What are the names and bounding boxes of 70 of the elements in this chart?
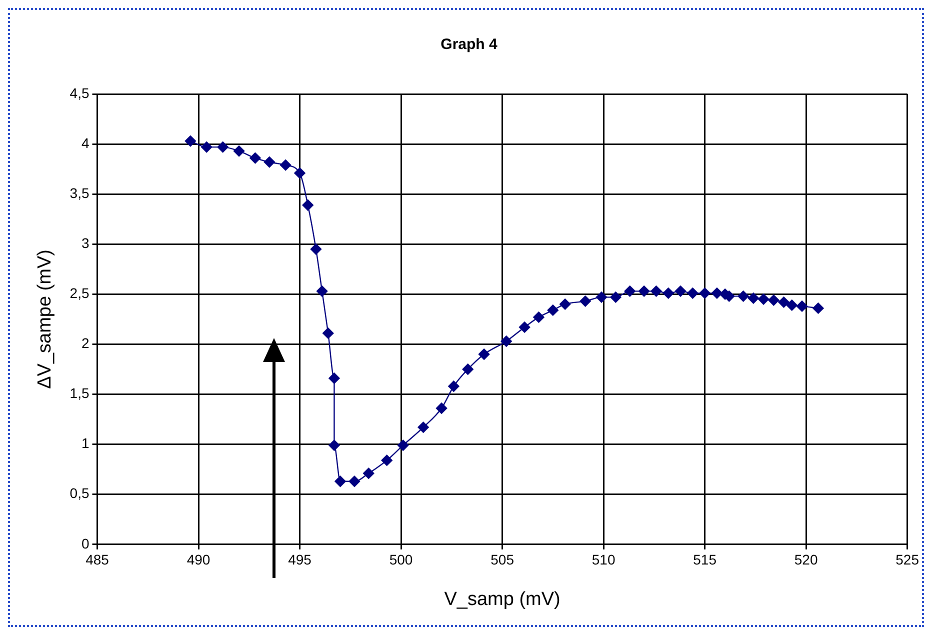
- point: [638, 286, 650, 297]
- x-tick-label: 505: [490, 552, 514, 568]
- x-tick-label: 495: [288, 552, 312, 568]
- point: [559, 298, 571, 310]
- point: [328, 372, 340, 384]
- point: [448, 380, 460, 392]
- point: [624, 286, 636, 297]
- point: [322, 328, 334, 339]
- point: [596, 292, 608, 303]
- point: [547, 304, 559, 316]
- point: [381, 454, 392, 466]
- y-tick-label: 2,5: [70, 285, 90, 302]
- y-tick-label: 0: [81, 535, 90, 552]
- point: [778, 296, 790, 308]
- point: [662, 288, 674, 299]
- point: [796, 300, 808, 312]
- point: [217, 141, 228, 153]
- point: [310, 244, 322, 255]
- point: [610, 292, 622, 303]
- y-tick-label: 3,5: [70, 184, 90, 201]
- y-axis-title: ΔV_sampe (mV): [34, 249, 56, 389]
- point: [233, 145, 245, 157]
- point: [436, 402, 448, 414]
- point: [699, 288, 710, 299]
- point: [758, 294, 770, 305]
- point: [812, 302, 824, 314]
- point: [316, 286, 328, 297]
- point: [674, 286, 686, 297]
- point: [302, 200, 314, 211]
- point: [711, 288, 723, 299]
- point: [462, 364, 474, 375]
- x-axis-title: V_samp (mV): [444, 588, 560, 610]
- x-tick-label: 510: [592, 552, 616, 568]
- y-tick-label: 1,5: [70, 385, 90, 402]
- point: [397, 440, 409, 451]
- x-tick-label: 490: [186, 552, 210, 568]
- y-tick-label: 1: [81, 435, 90, 452]
- x-tick-label: 520: [794, 552, 818, 568]
- x-tick-label: 485: [86, 552, 110, 568]
- point: [418, 422, 429, 433]
- chart-title: Graph 4: [440, 36, 498, 54]
- point: [786, 300, 798, 311]
- point: [687, 288, 698, 299]
- point: [184, 135, 196, 147]
- x-tick-label: 500: [389, 552, 413, 568]
- point: [363, 468, 374, 479]
- point: [580, 296, 591, 307]
- point: [748, 292, 760, 304]
- y-tick-label: 3: [81, 234, 90, 251]
- point: [518, 322, 530, 333]
- point: [328, 440, 340, 451]
- point: [201, 141, 212, 153]
- point: [533, 312, 544, 323]
- point: [280, 159, 292, 171]
- point: [264, 156, 275, 168]
- point: [478, 348, 490, 360]
- point: [500, 336, 512, 347]
- y-tick-label: 0,5: [70, 485, 90, 502]
- x-tick-label: 515: [693, 552, 717, 568]
- y-tick-label: 2: [81, 335, 90, 352]
- point: [250, 152, 261, 164]
- point: [738, 290, 749, 302]
- point: [294, 167, 306, 179]
- point: [334, 476, 346, 487]
- point: [650, 286, 662, 297]
- y-tick-label: 4: [81, 134, 90, 151]
- point: [768, 294, 780, 306]
- y-tick-label: 4,5: [70, 84, 90, 101]
- point: [348, 476, 360, 487]
- x-tick-label: 525: [896, 552, 920, 568]
